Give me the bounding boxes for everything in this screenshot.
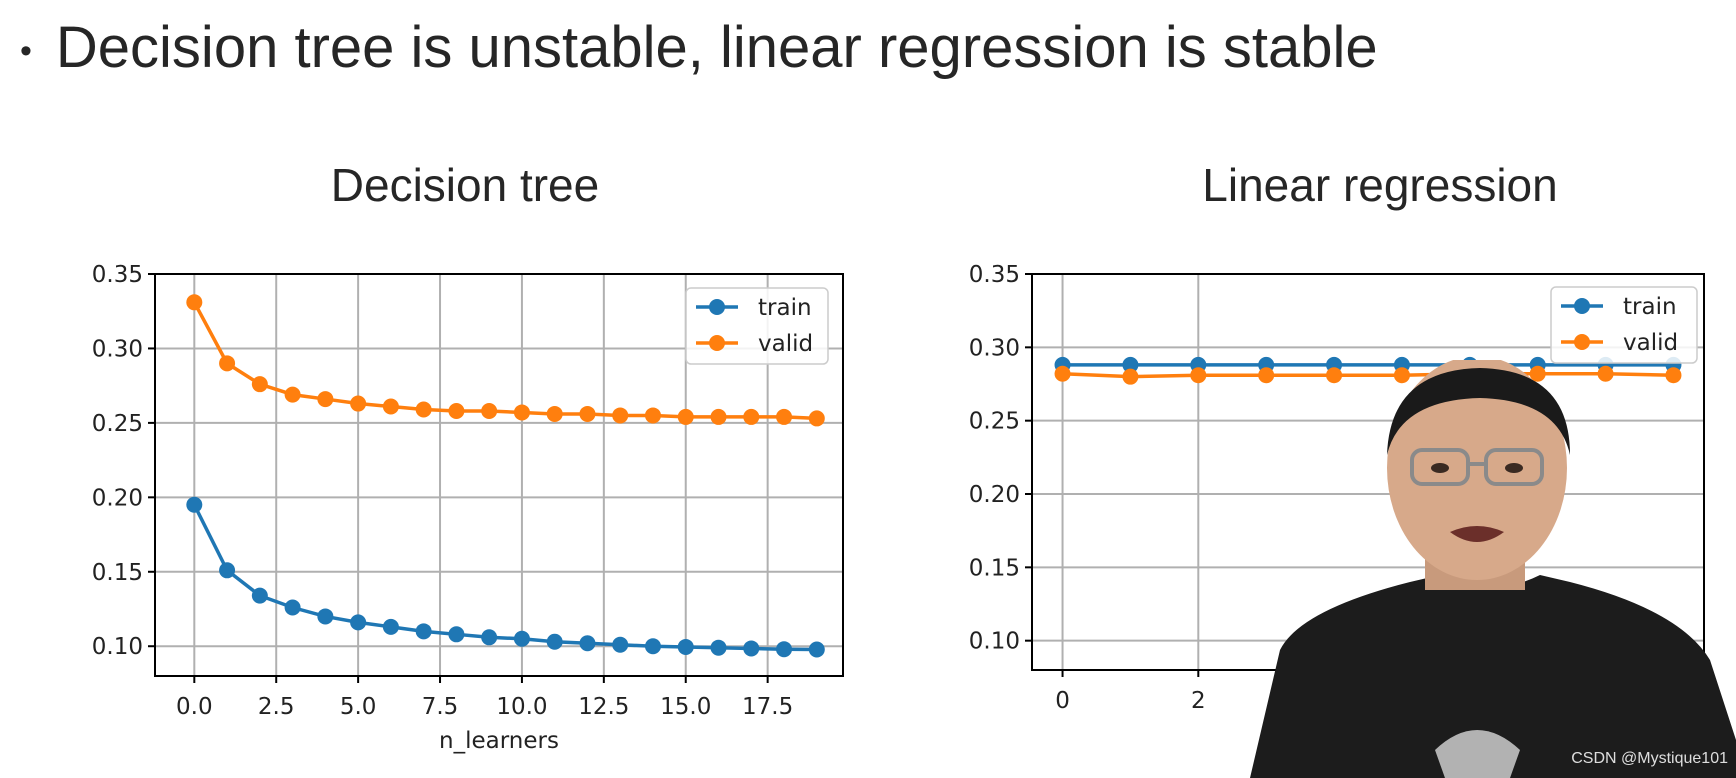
data-point-train xyxy=(644,638,661,655)
data-point-train xyxy=(808,641,825,658)
legend-label-train: train xyxy=(758,295,812,321)
data-point-valid xyxy=(612,407,629,424)
data-point-valid xyxy=(1258,367,1275,384)
data-point-valid xyxy=(382,398,399,415)
data-point-train xyxy=(677,638,694,655)
data-point-train xyxy=(1122,356,1139,373)
data-point-train xyxy=(219,562,236,579)
data-point-valid xyxy=(1529,365,1546,382)
data-point-valid xyxy=(546,405,563,422)
data-point-valid xyxy=(677,408,694,425)
watermark: CSDN @Mystique101 xyxy=(1571,750,1728,767)
legend-marker-valid xyxy=(1574,334,1590,350)
data-point-valid xyxy=(284,386,301,403)
data-point-valid xyxy=(350,395,367,412)
bullet: • xyxy=(20,32,32,71)
data-point-valid xyxy=(481,402,498,419)
chart-title-linear-regression: Linear regression xyxy=(1202,159,1558,211)
slide-heading: • Decision tree is unstable, linear regre… xyxy=(20,14,1378,81)
x-tick-label: 0 xyxy=(1055,688,1070,714)
y-tick-label: 0.10 xyxy=(969,629,1020,655)
data-point-train xyxy=(415,623,432,640)
data-point-valid xyxy=(1122,368,1139,385)
y-tick-label: 0.30 xyxy=(969,335,1020,361)
y-tick-label: 0.35 xyxy=(92,262,143,288)
data-point-valid xyxy=(644,407,661,424)
presenter-video-overlay xyxy=(1250,360,1736,778)
y-tick-label: 0.20 xyxy=(92,485,143,511)
y-tick-label: 0.15 xyxy=(92,560,143,586)
chart-title-decision-tree: Decision tree xyxy=(330,159,600,211)
x-tick-label: 7.5 xyxy=(422,694,459,720)
data-point-valid xyxy=(415,401,432,418)
data-point-valid xyxy=(1054,365,1071,382)
data-point-valid xyxy=(1597,365,1614,382)
data-point-valid xyxy=(513,404,530,421)
y-tick-label: 0.35 xyxy=(969,262,1020,288)
data-point-train xyxy=(579,635,596,652)
data-point-train xyxy=(382,618,399,635)
data-point-train xyxy=(612,636,629,653)
data-point-train xyxy=(743,640,760,657)
data-point-train xyxy=(317,608,334,625)
slide-heading-text: Decision tree is unstable, linear regres… xyxy=(55,15,1378,80)
y-tick-label: 0.25 xyxy=(92,411,143,437)
data-point-train xyxy=(546,633,563,650)
legend-marker-train xyxy=(709,299,725,315)
x-tick-label: 17.5 xyxy=(742,694,793,720)
plot-frame xyxy=(154,273,844,677)
data-point-valid xyxy=(743,408,760,425)
x-tick-label: 0.0 xyxy=(176,694,213,720)
x-tick-label: 12.5 xyxy=(578,694,629,720)
legend-label-train: train xyxy=(1623,294,1677,320)
data-point-train xyxy=(481,629,498,646)
legend-marker-valid xyxy=(709,335,725,351)
data-point-train xyxy=(186,496,203,513)
legend-label-valid: valid xyxy=(1623,330,1678,356)
data-point-train xyxy=(776,641,793,658)
x-tick-label: 5.0 xyxy=(340,694,377,720)
data-point-train xyxy=(448,626,465,643)
data-point-valid xyxy=(1665,367,1682,384)
data-point-valid xyxy=(251,376,268,393)
data-point-valid xyxy=(317,391,334,408)
data-point-valid xyxy=(219,355,236,372)
data-point-valid xyxy=(776,408,793,425)
legend-label-valid: valid xyxy=(758,331,813,357)
y-tick-label: 0.15 xyxy=(969,555,1020,581)
data-point-train xyxy=(513,630,530,647)
x-tick-label: 2.5 xyxy=(258,694,295,720)
y-tick-label: 0.30 xyxy=(92,336,143,362)
data-point-valid xyxy=(1190,367,1207,384)
x-tick-label: 15.0 xyxy=(660,694,711,720)
x-tick-label: 2 xyxy=(1191,688,1206,714)
data-point-train xyxy=(251,587,268,604)
y-tick-label: 0.20 xyxy=(969,482,1020,508)
data-point-valid xyxy=(448,402,465,419)
data-point-valid xyxy=(186,294,203,311)
series-line-valid xyxy=(1062,371,1674,379)
data-point-valid xyxy=(579,405,596,422)
legend-marker-train xyxy=(1574,298,1590,314)
data-point-valid xyxy=(1393,367,1410,384)
data-point-valid xyxy=(710,408,727,425)
data-point-train xyxy=(350,614,367,631)
x-tick-label: 10.0 xyxy=(496,694,547,720)
data-point-valid xyxy=(1326,367,1343,384)
y-tick-label: 0.10 xyxy=(92,634,143,660)
data-point-train xyxy=(710,639,727,656)
y-tick-label: 0.25 xyxy=(969,409,1020,435)
data-point-train xyxy=(284,599,301,616)
data-point-valid xyxy=(808,410,825,427)
x-axis-label: n_learners xyxy=(439,728,559,754)
